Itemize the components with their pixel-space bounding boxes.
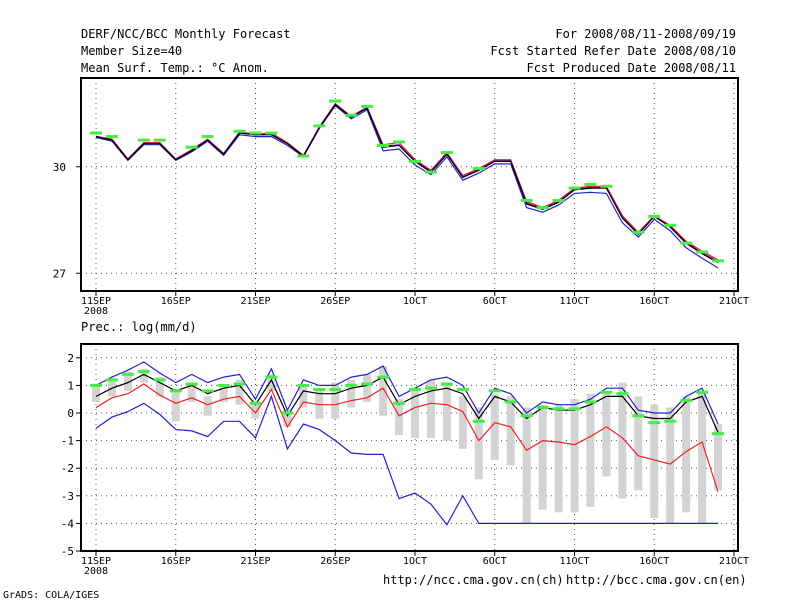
forecast-period: For 2008/08/11-2008/09/19	[555, 27, 736, 41]
spread-bar	[283, 410, 292, 427]
y-tick-label: 30	[53, 161, 66, 174]
y-tick-label: 27	[53, 267, 66, 280]
x-tick-label: 26SEP	[320, 556, 350, 567]
bcc-url: http://bcc.cma.gov.cn(en)	[566, 573, 747, 587]
spread-bar	[714, 424, 723, 491]
x-tick-label: 16OCT	[639, 556, 669, 567]
spread-bar	[139, 368, 148, 383]
x-tick-label: 1OCT	[403, 556, 427, 567]
spread-bar	[698, 390, 707, 524]
series-line-lower-percentile	[95, 383, 719, 492]
variable-label: Mean Surf. Temp.: °C Anom.	[81, 61, 269, 75]
forecast-started-date: Fcst Started Refer Date 2008/08/10	[490, 44, 736, 58]
spread-bar	[363, 374, 372, 402]
spread-bar	[92, 385, 100, 402]
spread-bar	[379, 366, 388, 416]
series-line-ensemble-max	[95, 361, 719, 425]
spread-bar	[634, 396, 643, 491]
spread-bar	[650, 404, 659, 518]
series-line-ensemble-min	[95, 394, 718, 526]
spread-bar	[155, 377, 164, 397]
spread-bar	[490, 393, 499, 460]
spread-bar	[522, 407, 531, 524]
x-year-label: 2008	[84, 306, 108, 317]
precip-panel-title: Prec.: log(mm/d)	[81, 320, 197, 334]
x-tick-label: 26SEP	[320, 296, 350, 307]
y-tick-label: 2	[67, 352, 74, 365]
x-tick-label: 16OCT	[639, 296, 669, 307]
spread-bar	[538, 404, 547, 510]
ncc-url: http://ncc.cma.gov.cn(ch)	[383, 573, 564, 587]
spread-bar	[458, 396, 467, 449]
spread-bar	[570, 399, 579, 513]
x-tick-label: 16SEP	[161, 556, 191, 567]
x-tick-label: 16SEP	[161, 296, 191, 307]
x-tick-label: 11OCT	[559, 556, 589, 567]
spread-bar	[666, 407, 675, 524]
y-tick-label: -3	[61, 490, 74, 503]
chart-panel-1: 27 30 11SEP 16SEP 21SEP 26SEP 1OCT 6OCT 11OCT 16O…	[53, 77, 749, 317]
grads-credit: GrADS: COLA/IGES	[3, 590, 100, 601]
spread-bar	[331, 382, 340, 419]
x-tick-label: 6OCT	[483, 556, 507, 567]
spread-bar	[395, 399, 404, 436]
spread-bar	[411, 388, 419, 438]
x-tick-label: 11SEP	[81, 556, 111, 567]
x-year-label: 2008	[84, 566, 108, 577]
x-tick-label: 21SEP	[240, 556, 270, 567]
x-tick-label: 21SEP	[240, 296, 270, 307]
member-size-label: Member Size=40	[81, 44, 183, 58]
x-tick-label: 21OCT	[719, 296, 749, 307]
y-tick-label: -4	[61, 517, 75, 530]
spread-bar	[474, 407, 483, 480]
series-line-ensemble-mean	[95, 103, 719, 264]
spread-bar	[347, 379, 356, 408]
y-tick-label: 0	[67, 407, 74, 420]
spread-bar	[219, 385, 228, 402]
y-tick-label: -5	[61, 545, 74, 558]
spread-bar	[618, 382, 627, 499]
series-line-member-red	[95, 102, 719, 261]
y-tick-label: 1	[67, 379, 74, 392]
forecast-produced-date: Fcst Produced Date 2008/08/11	[526, 61, 736, 75]
chart-title: DERF/NCC/BCC Monthly Forecast	[81, 27, 291, 41]
spread-bar	[602, 390, 611, 477]
x-tick-label: 1OCT	[403, 296, 427, 307]
spread-bar	[187, 385, 196, 402]
spread-bar	[203, 396, 212, 416]
y-tick-label: -2	[61, 462, 74, 475]
series-line-member-purple	[95, 103, 719, 263]
spread-bar	[171, 390, 180, 422]
series-line-ensemble-mean	[95, 373, 719, 433]
spread-bar	[682, 396, 691, 513]
spread-bar	[235, 379, 244, 405]
spread-bar	[267, 374, 276, 391]
spread-bar	[299, 385, 308, 408]
spread-bar	[442, 385, 451, 441]
series-line-member-blue	[95, 104, 719, 269]
x-tick-label: 6OCT	[483, 296, 507, 307]
y-tick-label: -1	[61, 435, 74, 448]
spread-bar	[554, 404, 563, 513]
spread-bar	[123, 371, 132, 391]
x-tick-label: 11SEP	[81, 296, 111, 307]
spread-bar	[426, 379, 435, 438]
spread-bar	[506, 396, 515, 466]
chart-panel-2: -5 -4 -3 -2 -1 0 1 2 11SEP 16SEP 21SEP 26SEP 1OCT 6OC…	[61, 320, 749, 577]
x-tick-label: 21OCT	[719, 556, 749, 567]
spread-bar	[251, 401, 260, 419]
spread-bar	[586, 393, 595, 507]
x-tick-label: 11OCT	[559, 296, 589, 307]
plot-frame	[80, 77, 739, 292]
plot-frame	[80, 343, 739, 552]
